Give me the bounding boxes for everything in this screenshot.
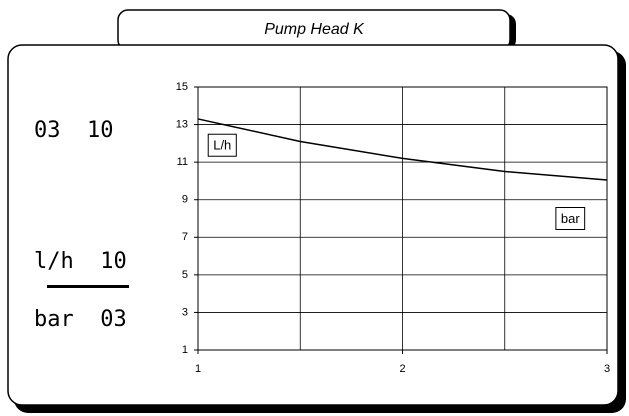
annotation: L/h bbox=[213, 138, 231, 153]
y-tick-label: 11 bbox=[177, 156, 188, 168]
bottom-label: bar 03 bbox=[34, 307, 127, 332]
annotation-box bbox=[207, 133, 237, 157]
x-tick-label: 2 bbox=[399, 363, 405, 375]
x-tick-label: 1 bbox=[195, 363, 201, 375]
top-label: l/h 10 bbox=[34, 249, 127, 274]
annotation-box bbox=[555, 207, 586, 230]
y-tick-label: 5 bbox=[182, 269, 188, 281]
annotation: bar bbox=[561, 211, 580, 226]
tab-title: Pump Head K bbox=[264, 21, 365, 38]
y-tick-label: 1 bbox=[182, 344, 188, 356]
reading: 03 10 bbox=[34, 118, 113, 143]
line bbox=[197, 118, 608, 181]
y-tick-label: 9 bbox=[182, 194, 188, 206]
y-tick-label: 15 bbox=[176, 81, 188, 93]
y-tick-label: 3 bbox=[182, 306, 188, 318]
divider bbox=[47, 285, 129, 288]
y-tick-label: 13 bbox=[176, 118, 188, 130]
y-tick-label: 7 bbox=[182, 231, 188, 243]
x-tick-label: 3 bbox=[604, 363, 610, 375]
